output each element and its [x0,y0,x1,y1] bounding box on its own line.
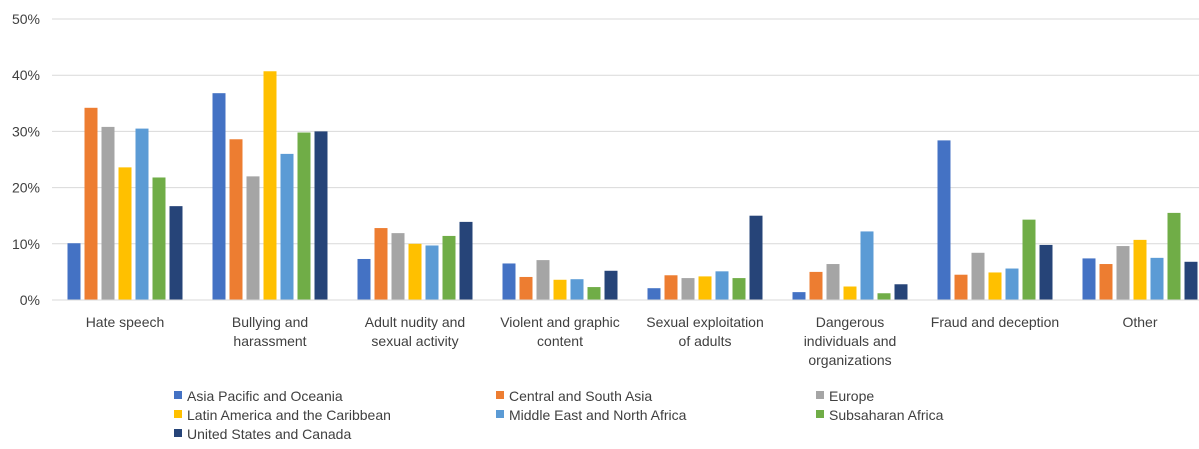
bar [954,274,968,300]
bar [698,276,712,300]
legend-label: Asia Pacific and Oceania [187,388,343,404]
bar [988,272,1002,300]
bar [84,107,98,301]
bar [715,271,729,300]
bar [553,279,567,300]
bar [809,271,823,300]
bar [664,275,678,300]
bar [1099,264,1113,300]
y-tick-label: 0% [20,292,40,308]
bar [570,279,584,300]
bar [297,132,311,300]
bar [1005,268,1019,300]
legend-swatch [174,391,182,399]
bar [937,140,951,300]
x-axis-category-labels: Hate speech Bullying and harassment Adult n… [86,314,1158,368]
bar [425,245,439,300]
bar [459,221,473,300]
bar [391,233,405,300]
bar [408,243,422,300]
bar [536,260,550,300]
bar [67,243,81,300]
bar [732,278,746,300]
bar [971,252,985,300]
bar [101,126,115,301]
bar [169,206,183,300]
legend-label: Middle East and North Africa [509,407,687,423]
legend-swatch [816,410,824,418]
bar [681,278,695,300]
bar [1039,244,1053,300]
x-tick-label: of adults [679,333,732,349]
y-tick-label: 30% [12,123,40,139]
legend-label: Subsaharan Africa [829,407,944,423]
bar [229,139,243,300]
bar [604,270,618,300]
bar [374,228,388,300]
x-tick-label: content [537,333,583,349]
legend: Asia Pacific and Oceania Central and Sout… [174,388,944,442]
bar [442,235,456,300]
bar [1133,239,1147,300]
legend-label: Central and South Asia [509,388,652,404]
bar [212,93,226,301]
bar [152,177,166,300]
y-tick-label: 10% [12,236,40,252]
bar [1167,212,1181,300]
x-tick-label: Adult nudity and [365,314,465,330]
x-tick-label: individuals and [804,333,897,349]
legend-swatch [816,391,824,399]
x-tick-label: Fraud and deception [931,314,1059,330]
x-tick-label: organizations [808,352,891,368]
bar [1082,258,1096,300]
x-tick-label: Hate speech [86,314,165,330]
legend-label: Europe [829,388,874,404]
bar [314,131,328,300]
x-tick-label: Other [1122,314,1157,330]
bar [894,284,908,300]
legend-swatch [496,391,504,399]
bar [1184,261,1198,300]
x-tick-label: Sexual exploitation [646,314,764,330]
y-axis-ticks: 0% 10% 20% 30% 40% 50% [12,11,40,308]
legend-label: United States and Canada [187,426,351,442]
y-tick-label: 50% [12,11,40,27]
x-tick-label: harassment [233,333,306,349]
bar [877,293,891,300]
bar [843,286,857,300]
x-tick-label: Violent and graphic [500,314,620,330]
bar [587,287,601,300]
legend-swatch [174,429,182,437]
x-tick-label: sexual activity [371,333,458,349]
bar [519,276,533,300]
bar [135,128,149,300]
bar [792,292,806,300]
bar [502,263,516,300]
bar [280,153,294,300]
bar [860,231,874,300]
gridlines [52,18,1199,245]
y-tick-label: 20% [12,180,40,196]
legend-swatch [496,410,504,418]
bar [647,288,661,300]
y-tick-label: 40% [12,67,40,83]
bar [118,167,132,300]
bar [1150,257,1164,300]
bar [357,258,371,300]
bars [67,71,1198,301]
x-tick-label: Bullying and [232,314,308,330]
bar [826,264,840,300]
legend-swatch [174,410,182,418]
bar [749,215,763,300]
bar [246,176,260,300]
legend-label: Latin America and the Caribbean [187,407,391,423]
x-tick-label: Dangerous [816,314,885,330]
bar [263,71,277,301]
bar [1022,219,1036,300]
bar [1116,246,1130,300]
